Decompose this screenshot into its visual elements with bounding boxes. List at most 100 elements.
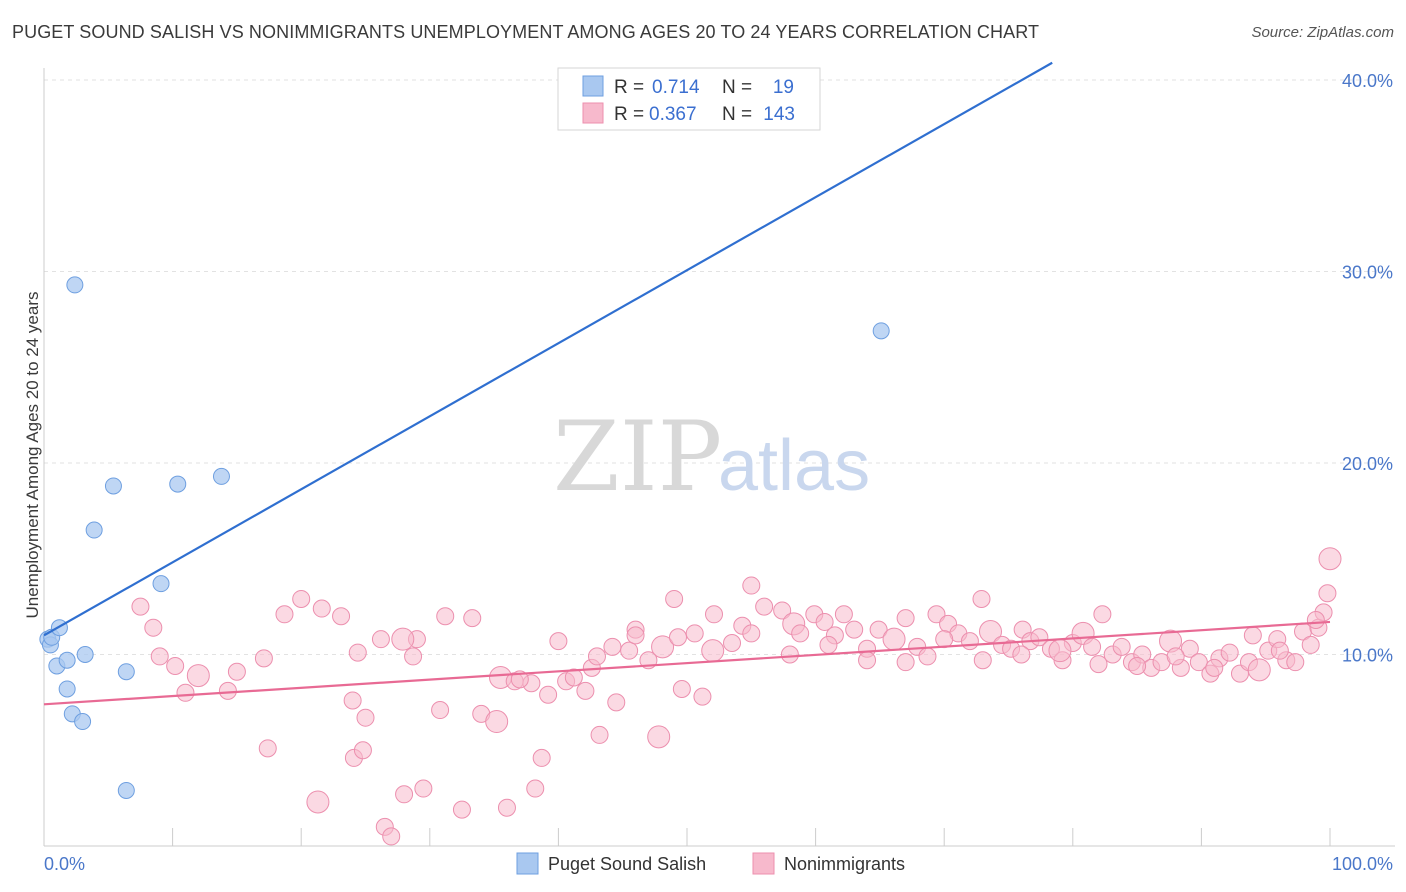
data-point xyxy=(978,620,1002,644)
data-point xyxy=(564,668,583,687)
data-point xyxy=(104,477,122,495)
data-point xyxy=(526,779,545,798)
legend-bottom-label-nonimmigrants: Nonimmigrants xyxy=(784,854,905,874)
data-point xyxy=(144,618,163,637)
data-point xyxy=(539,685,558,704)
data-point xyxy=(152,575,170,593)
data-point xyxy=(705,605,724,624)
x-tick-label-max: 100.0% xyxy=(1332,854,1393,874)
y-tick-label: 40.0% xyxy=(1342,71,1393,91)
data-point xyxy=(463,609,482,628)
source-label: Source: ZipAtlas.com xyxy=(1251,24,1394,41)
series-nonimmigrants xyxy=(131,547,1342,846)
data-point xyxy=(927,605,946,624)
data-point xyxy=(587,647,606,666)
y-tick-label: 10.0% xyxy=(1342,646,1393,666)
data-point xyxy=(1128,656,1147,675)
chart-title: PUGET SOUND SALISH VS NONIMMIGRANTS UNEM… xyxy=(12,22,1040,42)
data-point xyxy=(668,628,687,647)
data-point xyxy=(497,798,516,817)
data-point xyxy=(1301,635,1320,654)
watermark: ZIP atlas xyxy=(553,401,870,513)
data-point xyxy=(452,800,471,819)
data-point xyxy=(590,725,609,744)
data-point xyxy=(1093,605,1112,624)
data-point xyxy=(918,647,937,666)
data-point xyxy=(312,599,331,618)
data-point xyxy=(1012,645,1031,664)
data-point xyxy=(391,627,415,651)
data-point xyxy=(532,748,551,767)
axes xyxy=(43,68,1395,847)
legend-swatch-puget-sound-salish xyxy=(582,75,604,97)
data-point xyxy=(382,827,401,846)
data-point xyxy=(150,647,169,666)
legend-bottom-swatch-puget-sound-salish xyxy=(516,852,539,875)
data-point xyxy=(742,576,761,595)
data-point xyxy=(85,521,103,539)
data-point xyxy=(74,713,92,731)
data-point xyxy=(672,679,691,698)
data-point xyxy=(117,781,135,799)
data-point xyxy=(176,683,195,702)
data-point xyxy=(212,467,230,485)
trend-line-puget-sound-salish xyxy=(43,61,1053,637)
x-tick-label-min: 0.0% xyxy=(44,854,85,874)
legend-bottom-swatch-nonimmigrants xyxy=(752,852,775,875)
data-point xyxy=(972,589,991,608)
data-point xyxy=(647,725,671,749)
data-point xyxy=(166,656,185,675)
data-point xyxy=(651,635,675,659)
data-point xyxy=(1306,611,1325,630)
legend-n-label: N = xyxy=(722,77,752,98)
y-tick-label: 20.0% xyxy=(1342,454,1393,474)
data-point xyxy=(1189,653,1208,672)
data-point xyxy=(973,651,992,670)
data-point xyxy=(1089,655,1108,674)
data-point xyxy=(858,651,877,670)
y-axis-label: Unemployment Among Ages 20 to 24 years xyxy=(23,292,42,619)
data-point xyxy=(436,607,455,626)
data-point xyxy=(58,680,76,698)
legend-r-label: R = xyxy=(614,77,644,98)
data-point xyxy=(332,607,351,626)
data-point xyxy=(620,641,639,660)
data-point xyxy=(371,630,390,649)
data-point xyxy=(626,626,645,645)
data-point xyxy=(227,662,246,681)
data-point xyxy=(356,708,375,727)
legend-bottom: Puget Sound Salish Nonimmigrants xyxy=(516,852,905,875)
data-point xyxy=(780,645,799,664)
data-point xyxy=(76,646,94,663)
data-point xyxy=(1166,647,1185,666)
data-point xyxy=(819,635,838,654)
data-point xyxy=(1247,658,1271,682)
data-point xyxy=(1083,637,1102,656)
legend-r-value: 0.367 xyxy=(649,104,697,125)
data-point xyxy=(882,627,906,651)
data-point xyxy=(1220,643,1239,662)
data-point xyxy=(186,664,210,688)
data-point xyxy=(665,589,684,608)
watermark-atlas: atlas xyxy=(718,426,870,506)
data-point xyxy=(1048,639,1072,663)
data-point xyxy=(292,589,311,608)
data-point xyxy=(66,276,84,294)
data-point xyxy=(834,605,853,624)
data-point xyxy=(896,653,915,672)
data-point xyxy=(685,624,704,643)
data-point xyxy=(306,790,330,814)
data-point xyxy=(258,739,277,758)
data-point xyxy=(845,620,864,639)
data-point xyxy=(353,741,372,760)
data-point xyxy=(1180,639,1199,658)
data-point xyxy=(1286,653,1305,672)
gridlines xyxy=(44,79,1395,655)
data-point xyxy=(693,687,712,706)
data-point xyxy=(755,597,774,616)
data-point xyxy=(254,649,273,668)
legend-bottom-label-puget-sound-salish: Puget Sound Salish xyxy=(548,854,706,874)
data-point xyxy=(485,710,509,734)
data-point xyxy=(169,475,187,493)
data-point xyxy=(773,601,792,620)
